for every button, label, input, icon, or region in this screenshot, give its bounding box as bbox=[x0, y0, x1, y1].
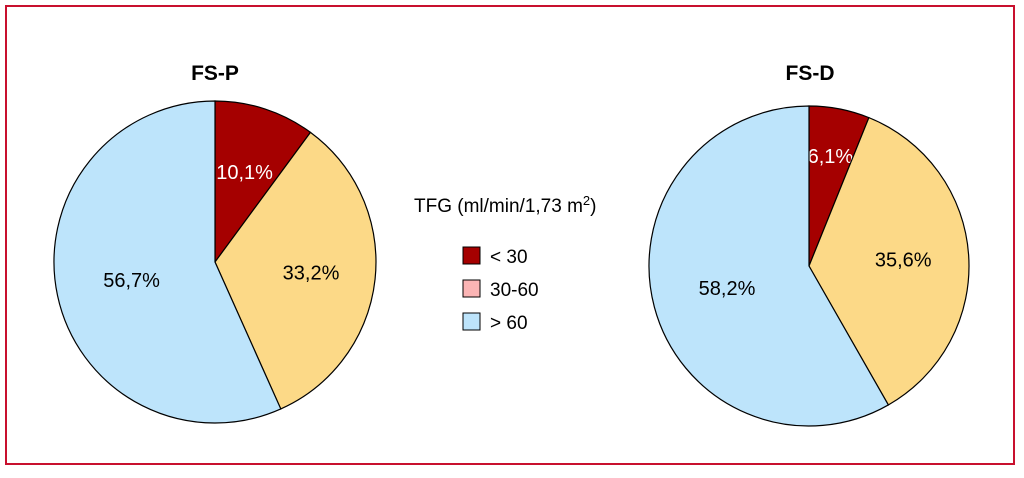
legend-title-sup: 2 bbox=[583, 193, 590, 208]
legend-title-close: ) bbox=[590, 196, 596, 217]
pie1-label-lt30: 6,1% bbox=[808, 146, 854, 168]
legend-swatch-lt30 bbox=[462, 246, 481, 265]
pie0-label-lt30: 10,1% bbox=[216, 162, 273, 184]
legend-label-gt60: > 60 bbox=[490, 313, 528, 334]
legend-label-30-60: 30-60 bbox=[490, 280, 539, 301]
legend-title: TFG (ml/min/1,73 m2) bbox=[414, 193, 596, 218]
pie0-slice-30-60 bbox=[214, 131, 377, 410]
pie0-label-30-60: 33,2% bbox=[283, 262, 340, 284]
legend-label-lt30: < 30 bbox=[490, 247, 528, 268]
pie1-slice-gt60 bbox=[648, 105, 890, 427]
pie-fs-d: 6,1% 35,6% 58,2% bbox=[648, 105, 970, 427]
pie-fs-p: 10,1% 33,2% 56,7% bbox=[53, 100, 377, 424]
legend-swatch-30-60 bbox=[462, 279, 481, 298]
pie1-slice-30-60 bbox=[808, 116, 970, 406]
legend-swatch-gt60 bbox=[462, 312, 481, 331]
chart-title-fs-d: FS-D bbox=[786, 62, 835, 85]
pie0-label-gt60: 56,7% bbox=[103, 270, 160, 292]
pie0-slice-lt30 bbox=[214, 100, 312, 264]
legend: TFG (ml/min/1,73 m2) < 30 30-60 > 60 bbox=[414, 193, 596, 335]
figure-frame bbox=[5, 5, 1015, 465]
chart-title-fs-p: FS-P bbox=[191, 62, 239, 85]
pie0-slice-gt60 bbox=[53, 100, 282, 424]
legend-title-main: TFG (ml/min/1,73 m bbox=[414, 196, 583, 217]
pie1-label-gt60: 58,2% bbox=[699, 278, 756, 300]
pie1-label-30-60: 35,6% bbox=[875, 250, 932, 272]
